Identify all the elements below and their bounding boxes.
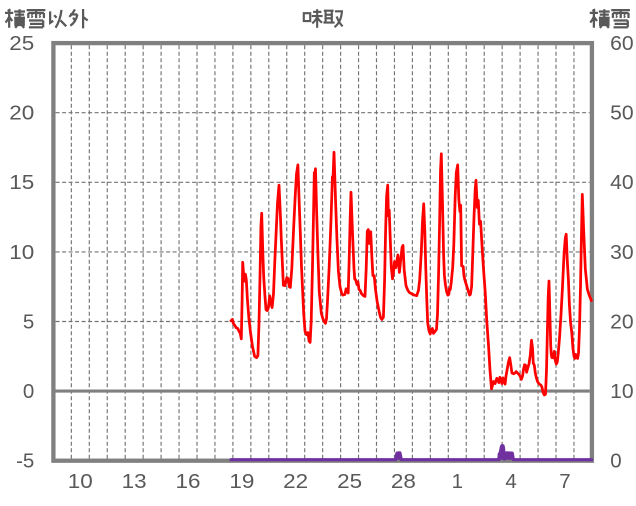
svg-text:25: 25 — [337, 470, 362, 493]
svg-text:4: 4 — [505, 470, 516, 493]
svg-text:1: 1 — [452, 470, 463, 493]
svg-text:-5: -5 — [16, 450, 34, 473]
svg-text:7: 7 — [559, 470, 570, 493]
svg-text:30: 30 — [610, 241, 634, 264]
svg-text:60: 60 — [610, 32, 634, 55]
svg-text:20: 20 — [610, 310, 634, 333]
svg-text:19: 19 — [229, 470, 254, 493]
svg-text:10: 10 — [610, 380, 634, 403]
svg-text:25: 25 — [9, 32, 34, 55]
svg-text:50: 50 — [610, 102, 634, 125]
svg-text:0: 0 — [23, 380, 34, 403]
svg-text:0: 0 — [610, 450, 621, 473]
svg-text:10: 10 — [68, 470, 93, 493]
svg-text:5: 5 — [23, 310, 34, 333]
svg-text:15: 15 — [9, 171, 34, 194]
svg-text:10: 10 — [9, 241, 34, 264]
svg-text:20: 20 — [9, 102, 34, 125]
svg-text:13: 13 — [122, 470, 147, 493]
svg-text:16: 16 — [176, 470, 201, 493]
svg-text:28: 28 — [391, 470, 416, 493]
svg-text:40: 40 — [610, 171, 634, 194]
svg-text:22: 22 — [283, 470, 308, 493]
